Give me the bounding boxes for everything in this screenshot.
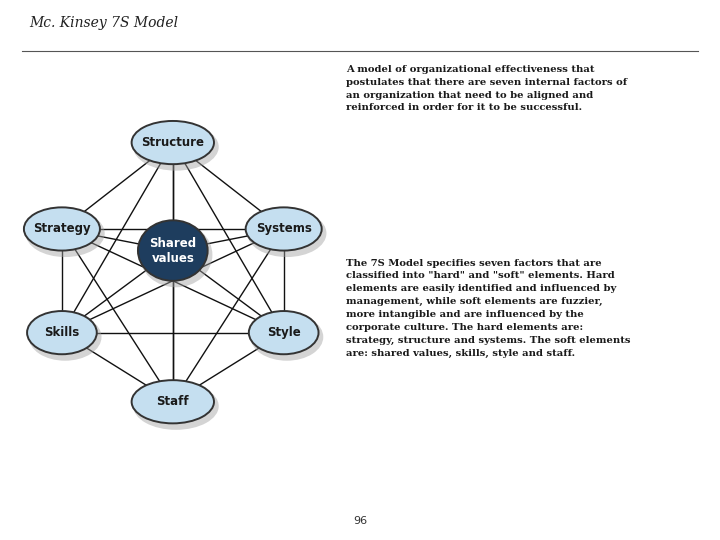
Ellipse shape [132,380,214,423]
Ellipse shape [133,382,219,430]
Text: Systems: Systems [256,222,312,235]
Ellipse shape [29,313,102,361]
Text: Style: Style [267,326,300,339]
Ellipse shape [24,207,100,251]
Ellipse shape [138,220,207,281]
Ellipse shape [246,207,322,251]
Ellipse shape [132,121,214,164]
Ellipse shape [133,123,219,171]
Text: Structure: Structure [141,136,204,149]
Ellipse shape [140,222,212,287]
Text: Skills: Skills [45,326,79,339]
Text: Strategy: Strategy [33,222,91,235]
Text: The 7S Model specifies seven factors that are
classified into "hard" and "soft" : The 7S Model specifies seven factors tha… [346,259,630,357]
Text: Mc. Kinsey 7S Model: Mc. Kinsey 7S Model [29,16,178,30]
Text: A model of organizational effectiveness that
postulates that there are seven int: A model of organizational effectiveness … [346,65,626,112]
Ellipse shape [27,311,96,354]
Text: Staff: Staff [156,395,189,408]
Ellipse shape [249,311,318,354]
Text: Shared
values: Shared values [149,237,197,265]
Ellipse shape [247,210,326,257]
Ellipse shape [251,313,323,361]
Ellipse shape [25,210,104,257]
Text: 96: 96 [353,516,367,526]
